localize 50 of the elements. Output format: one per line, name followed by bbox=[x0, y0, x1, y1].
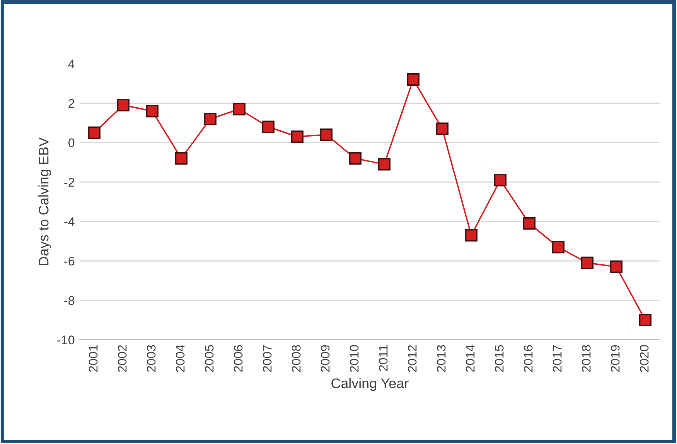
point bbox=[349, 152, 362, 165]
y-tick-label: -6 bbox=[64, 256, 75, 266]
x-tick-label: 2009 bbox=[321, 345, 330, 372]
x-tick-label: 2003 bbox=[147, 345, 156, 372]
point bbox=[639, 314, 652, 327]
point bbox=[320, 128, 333, 142]
point bbox=[146, 105, 159, 118]
point bbox=[117, 99, 130, 112]
x-tick-label: 2006 bbox=[234, 345, 243, 372]
y-tick-label: 2 bbox=[68, 99, 75, 108]
point bbox=[581, 256, 594, 270]
point bbox=[523, 217, 536, 230]
x-tick-label: 2008 bbox=[292, 345, 301, 372]
x-tick-label: 2011 bbox=[379, 345, 388, 372]
point bbox=[494, 174, 507, 187]
x-tick-label: 2007 bbox=[263, 345, 272, 372]
point bbox=[436, 122, 449, 136]
x-tick-label: 2002 bbox=[118, 345, 127, 372]
x-tick-label: 2001 bbox=[89, 345, 98, 372]
x-tick-label: 2018 bbox=[582, 345, 591, 372]
point bbox=[233, 103, 246, 116]
y-tick-label: 4 bbox=[68, 60, 75, 69]
point bbox=[88, 126, 101, 140]
x-tick-label: 2016 bbox=[524, 345, 533, 372]
y-tick-label: 0 bbox=[68, 138, 75, 148]
point bbox=[262, 120, 275, 134]
x-tick-label: 2005 bbox=[205, 345, 214, 372]
point bbox=[291, 130, 304, 144]
point bbox=[552, 241, 565, 254]
x-tick-label: 2015 bbox=[495, 345, 504, 372]
x-axis-title: Calving Year bbox=[332, 378, 409, 392]
point bbox=[465, 229, 478, 242]
point bbox=[175, 152, 188, 165]
x-tick-label: 2020 bbox=[640, 345, 649, 372]
point bbox=[378, 158, 391, 171]
x-tick-label: 2014 bbox=[466, 345, 475, 372]
x-tick-label: 2004 bbox=[176, 345, 185, 372]
point bbox=[407, 74, 420, 86]
x-tick-label: 2010 bbox=[350, 345, 359, 372]
x-tick-label: 2019 bbox=[611, 345, 620, 372]
y-tick-label: -8 bbox=[64, 296, 75, 306]
point bbox=[204, 112, 217, 126]
x-tick-label: 2017 bbox=[553, 345, 562, 372]
point bbox=[610, 260, 623, 274]
x-tick-label: 2012 bbox=[408, 345, 417, 372]
x-tick-label: 2013 bbox=[437, 345, 446, 372]
y-tick-label: -2 bbox=[64, 178, 75, 187]
y-axis-title: Days to Calving EBV bbox=[38, 138, 52, 266]
y-tick-label: -10 bbox=[58, 336, 75, 345]
y-tick-label: -4 bbox=[64, 218, 75, 226]
